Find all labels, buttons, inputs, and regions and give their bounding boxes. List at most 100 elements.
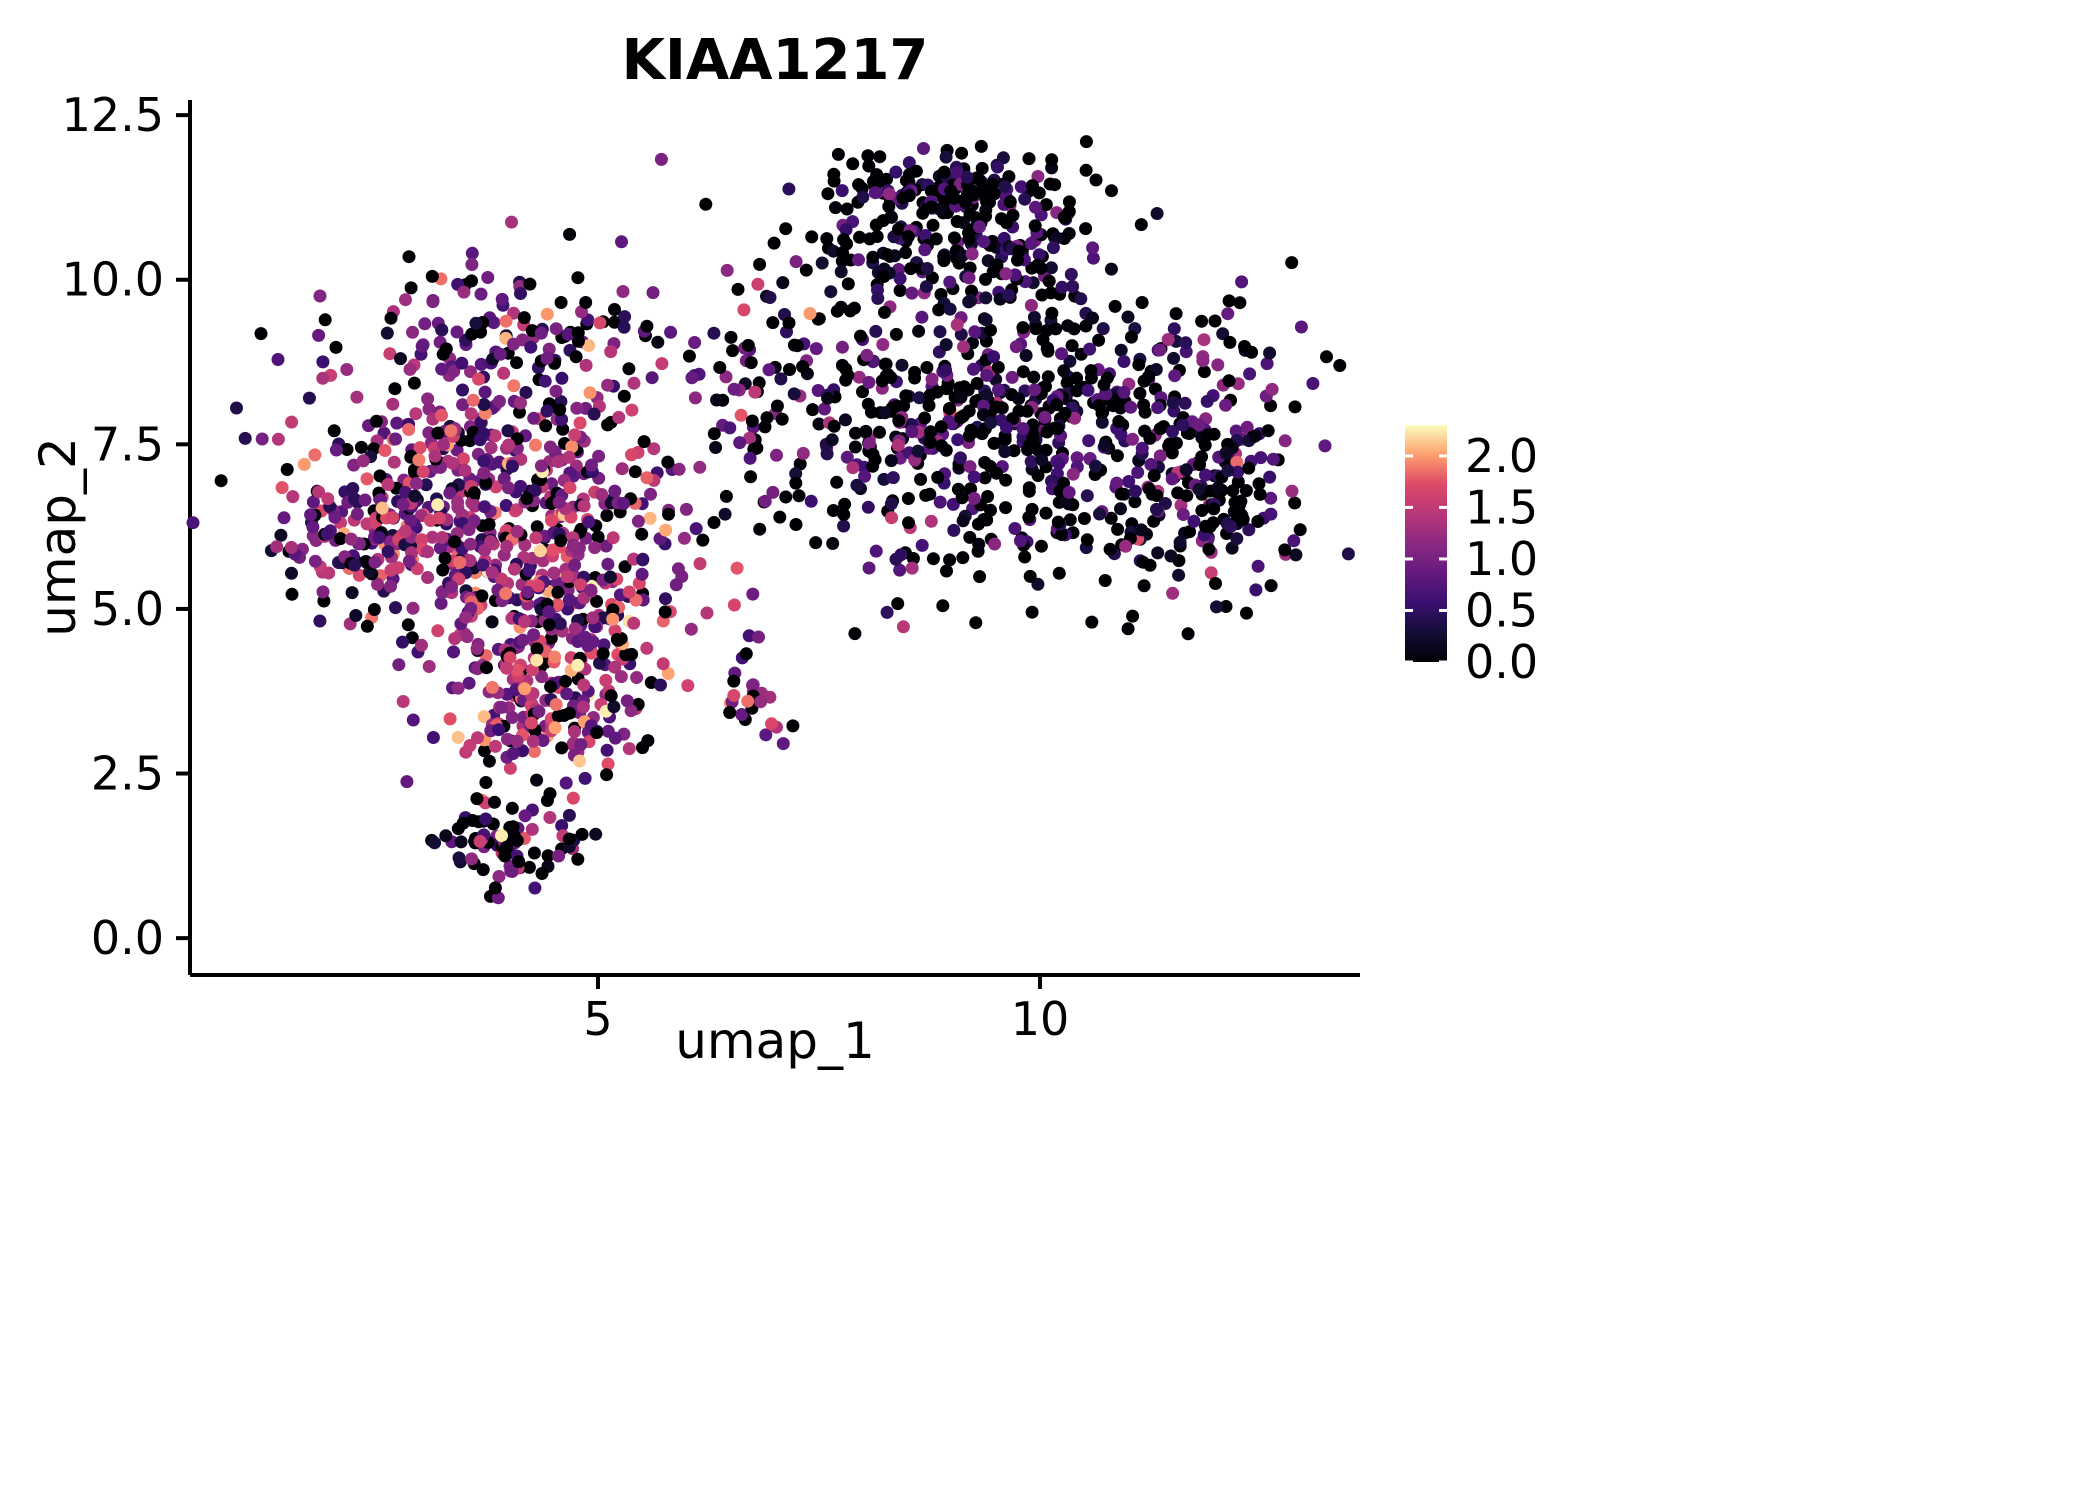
data-point xyxy=(579,296,593,309)
data-point xyxy=(937,254,951,268)
data-point xyxy=(1019,349,1033,362)
data-point xyxy=(672,462,686,476)
data-point xyxy=(866,250,880,264)
data-point xyxy=(918,411,932,425)
data-point xyxy=(1229,424,1243,438)
data-point xyxy=(1161,333,1175,346)
colorbar-tick-label: 0.0 xyxy=(1465,635,1538,689)
data-point xyxy=(512,855,526,869)
data-point xyxy=(920,361,934,374)
data-point xyxy=(873,150,887,164)
data-point xyxy=(1062,485,1076,499)
data-point xyxy=(406,325,419,339)
data-point xyxy=(905,561,919,575)
data-point xyxy=(915,538,929,552)
data-point xyxy=(1151,546,1165,560)
data-point xyxy=(500,840,513,854)
data-point xyxy=(563,481,577,495)
data-point xyxy=(1066,467,1080,481)
data-point xyxy=(1112,415,1126,428)
data-point xyxy=(839,223,853,237)
data-point xyxy=(451,495,465,509)
data-point xyxy=(604,345,618,359)
data-point xyxy=(456,816,470,830)
data-point xyxy=(719,489,733,503)
data-point xyxy=(939,443,953,457)
data-point xyxy=(408,489,422,503)
data-point xyxy=(437,438,450,452)
data-point xyxy=(471,731,484,745)
data-point xyxy=(1211,358,1225,372)
data-point xyxy=(396,635,409,649)
data-point xyxy=(933,495,947,509)
data-point xyxy=(641,734,655,748)
data-point xyxy=(998,180,1012,194)
x-tick-label: 10 xyxy=(1011,992,1070,1046)
data-point xyxy=(495,292,509,306)
data-point xyxy=(466,393,480,407)
data-point xyxy=(595,488,609,501)
data-point xyxy=(635,567,649,581)
data-point xyxy=(601,378,615,392)
data-point xyxy=(527,846,541,860)
data-point xyxy=(953,451,967,465)
data-point xyxy=(540,307,554,321)
data-point xyxy=(1252,477,1266,491)
data-point xyxy=(618,310,632,324)
data-point xyxy=(1063,354,1077,368)
data-point xyxy=(866,447,880,461)
data-point xyxy=(1117,355,1131,368)
data-point xyxy=(322,566,336,580)
data-point xyxy=(510,663,524,677)
data-point xyxy=(517,311,531,325)
data-point xyxy=(608,315,621,329)
data-point xyxy=(505,801,519,815)
data-point xyxy=(1045,153,1059,167)
data-point xyxy=(1142,370,1156,384)
data-point xyxy=(526,734,540,748)
data-point xyxy=(600,768,614,782)
data-point xyxy=(999,267,1013,281)
data-point xyxy=(578,630,592,644)
data-point xyxy=(340,363,354,376)
data-point xyxy=(555,741,569,755)
data-point xyxy=(1219,446,1233,460)
data-point xyxy=(1044,261,1058,275)
data-point xyxy=(1199,519,1212,533)
data-point xyxy=(1266,452,1280,466)
data-point xyxy=(451,681,465,695)
data-point xyxy=(1042,274,1056,288)
data-point xyxy=(1128,495,1142,509)
data-point xyxy=(485,615,499,629)
data-point xyxy=(530,653,544,667)
data-point xyxy=(735,708,749,721)
data-point xyxy=(484,535,497,549)
data-point xyxy=(1242,523,1256,537)
data-point xyxy=(1097,378,1111,392)
data-point xyxy=(529,531,543,545)
data-point xyxy=(943,402,956,415)
y-tick-label: 0.0 xyxy=(91,911,164,965)
data-point xyxy=(398,524,412,538)
data-point xyxy=(1035,453,1049,467)
data-point xyxy=(1039,506,1053,520)
data-point xyxy=(458,463,472,477)
data-point xyxy=(622,362,636,376)
data-point xyxy=(830,475,844,489)
data-point xyxy=(539,419,553,433)
data-point xyxy=(465,258,479,271)
data-point xyxy=(186,516,200,530)
data-point xyxy=(1114,502,1127,516)
data-point xyxy=(1153,449,1167,463)
data-point xyxy=(285,566,298,580)
data-point xyxy=(396,695,410,708)
data-point xyxy=(839,362,853,376)
data-point xyxy=(563,227,577,241)
data-point xyxy=(297,457,311,471)
data-point xyxy=(1110,449,1124,463)
data-point xyxy=(980,368,994,382)
data-point xyxy=(583,386,597,400)
data-point xyxy=(1253,487,1267,501)
data-point xyxy=(333,532,347,546)
data-point xyxy=(421,545,435,559)
